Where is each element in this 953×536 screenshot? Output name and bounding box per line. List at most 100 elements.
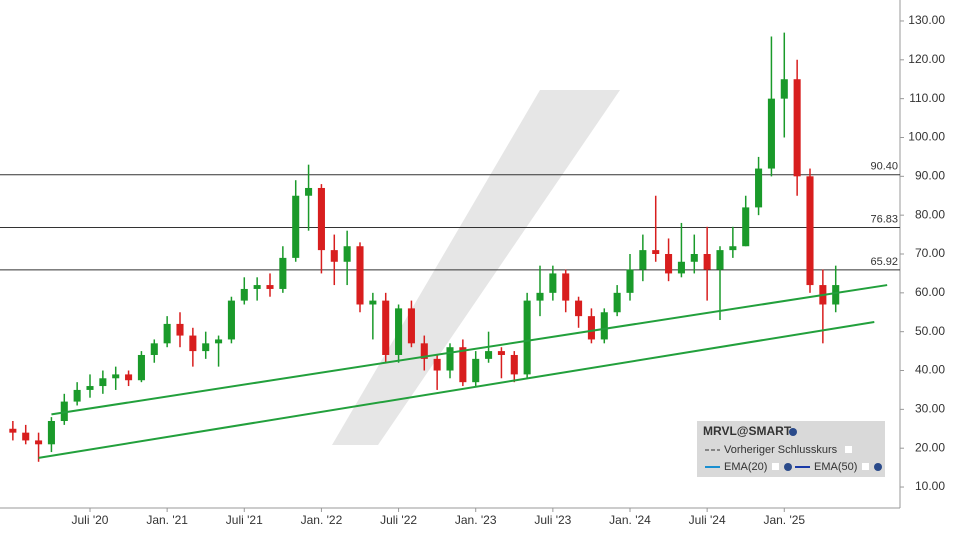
candle-body: [163, 323, 171, 344]
candle-body: [343, 246, 351, 262]
y-tick-label: 20.00: [915, 440, 945, 454]
candle-body: [99, 378, 107, 387]
y-tick-label: 120.00: [908, 52, 945, 66]
candle-body: [575, 300, 583, 317]
y-tick-label: 130.00: [908, 13, 945, 27]
candle-body: [266, 285, 274, 289]
candle-body: [227, 300, 235, 340]
candle-body: [562, 273, 570, 301]
candle-body: [613, 292, 621, 313]
candle-body: [793, 79, 801, 177]
legend-label: Vorheriger Schlusskurs: [724, 444, 838, 456]
x-tick-label: Juli '21: [226, 513, 263, 527]
candle-body: [433, 358, 441, 371]
y-tick-label: 100.00: [908, 130, 945, 144]
candle-body: [600, 312, 608, 340]
candle-body: [292, 195, 300, 258]
candle-body: [677, 261, 685, 274]
x-tick-label: Jan. '22: [301, 513, 343, 527]
y-tick-label: 90.00: [915, 168, 945, 182]
checkbox[interactable]: [862, 463, 869, 470]
candle-body: [112, 374, 120, 379]
candle-body: [549, 273, 557, 293]
candle-body: [35, 440, 43, 445]
candle-body: [510, 354, 518, 375]
candle-body: [137, 354, 145, 381]
x-tick-label: Jan. '21: [146, 513, 188, 527]
candle-body: [407, 308, 415, 344]
candle-body: [639, 250, 647, 270]
y-tick-label: 70.00: [915, 246, 945, 260]
y-tick-label: 50.00: [915, 324, 945, 338]
y-tick-label: 60.00: [915, 285, 945, 299]
candle-body: [395, 308, 403, 355]
candle-body: [536, 292, 544, 301]
candle-body: [690, 254, 698, 262]
candle-body: [369, 300, 377, 305]
candle-body: [459, 347, 467, 383]
checkbox[interactable]: [772, 463, 779, 470]
candle-body: [665, 254, 673, 274]
candle-body: [382, 300, 390, 355]
candle-body: [729, 246, 737, 251]
icon[interactable]: [789, 428, 797, 436]
y-tick-label: 30.00: [915, 402, 945, 416]
candle-body: [189, 335, 197, 352]
candle-body: [279, 257, 287, 289]
candle-body: [755, 168, 763, 208]
icon[interactable]: [874, 463, 882, 471]
candle-body: [832, 285, 840, 305]
icon[interactable]: [784, 463, 792, 471]
candle-body: [780, 79, 788, 99]
candle-body: [60, 401, 68, 422]
candle-body: [202, 343, 210, 352]
x-tick-label: Juli '20: [72, 513, 109, 527]
candle-body: [446, 347, 454, 371]
candle-body: [22, 432, 30, 441]
candle-body: [240, 288, 248, 301]
x-tick-label: Juli '24: [689, 513, 726, 527]
candle-body: [330, 250, 338, 262]
candle-body: [716, 250, 724, 270]
legend-label: EMA(50): [814, 461, 857, 473]
candle-body: [587, 316, 595, 340]
x-tick-label: Juli '23: [534, 513, 571, 527]
legend: MRVL@SMART Vorheriger Schlusskurs EMA(20…: [697, 421, 885, 477]
candle-body: [523, 300, 531, 375]
x-tick-label: Jan. '25: [763, 513, 805, 527]
candle-body: [86, 386, 94, 390]
candle-body: [420, 343, 428, 359]
checkbox[interactable]: [845, 446, 852, 453]
level-label: 65.92: [870, 256, 898, 268]
legend-title: MRVL@SMART: [703, 424, 792, 438]
level-label: 76.83: [870, 213, 898, 225]
candle-body: [742, 207, 750, 247]
candle-body: [150, 343, 158, 355]
legend-label: EMA(20): [724, 461, 767, 473]
candle-body: [73, 389, 81, 402]
candle-body: [806, 176, 814, 286]
x-tick-label: Jan. '23: [455, 513, 497, 527]
candle-body: [253, 285, 261, 289]
trendline: [51, 284, 888, 416]
y-tick-label: 10.00: [915, 479, 945, 493]
candle-body: [652, 250, 660, 254]
candle-body: [176, 323, 184, 336]
y-tick-label: 80.00: [915, 207, 945, 221]
y-tick-label: 40.00: [915, 363, 945, 377]
candle-body: [305, 187, 313, 196]
watermark: [332, 90, 620, 445]
level-label: 90.40: [870, 161, 898, 173]
trendline: [38, 320, 875, 459]
candle-body: [626, 269, 634, 293]
candle-body: [356, 246, 364, 305]
candle-body: [215, 339, 223, 344]
y-tick-label: 110.00: [909, 91, 945, 105]
candle-body: [767, 98, 775, 169]
candle-body: [703, 254, 711, 270]
plot: 10.00 20.00 30.00 40.00 50.00 60.00 70.00 80.00…: [0, 13, 945, 527]
candle-body: [9, 428, 17, 433]
candle-body: [497, 351, 505, 355]
x-tick-label: Jan. '24: [609, 513, 651, 527]
